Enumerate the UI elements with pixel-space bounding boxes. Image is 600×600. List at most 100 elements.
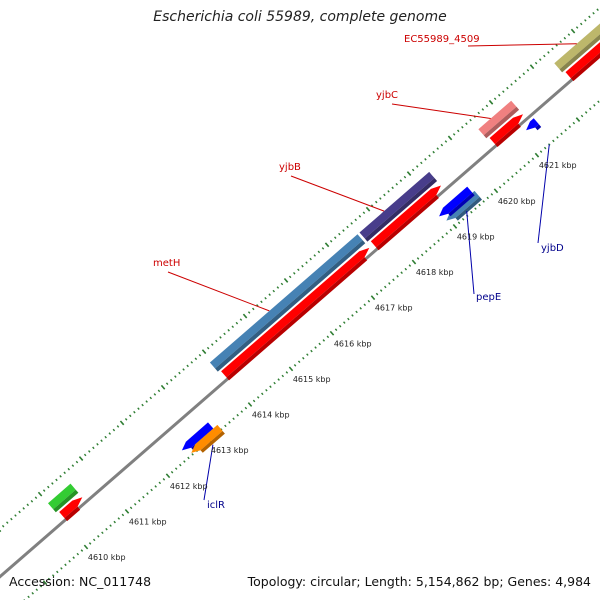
tick-mark — [116, 425, 120, 428]
tick-mark — [236, 413, 239, 417]
genome-summary: Topology: circular; Length: 5,154,862 bp… — [247, 574, 591, 589]
accession-label: Accession: NC_011748 — [9, 574, 152, 589]
cds-track — [59, 42, 600, 522]
cds-arrow — [59, 497, 83, 522]
tick-mark — [101, 531, 104, 535]
tick-mark — [363, 303, 367, 307]
tick-mark — [314, 346, 317, 349]
kbp-label: 4615 kbp — [293, 375, 331, 384]
tick-mark — [354, 218, 358, 222]
tick-mark — [235, 321, 239, 325]
tick-mark — [191, 453, 194, 456]
tick-mark — [560, 132, 563, 136]
tick-mark — [78, 456, 84, 461]
tick-mark — [297, 360, 301, 364]
tick-mark — [276, 286, 280, 289]
tick-mark — [119, 420, 125, 426]
tick-mark — [309, 257, 312, 261]
tick-mark — [306, 353, 309, 356]
tick-mark — [416, 257, 420, 260]
tick-mark — [117, 517, 121, 520]
tick-mark — [92, 446, 95, 450]
rev-gene-face — [439, 186, 473, 217]
tick-mark — [288, 366, 294, 372]
rev-gene-face — [181, 422, 214, 451]
kbp-label: 4621 kbp — [539, 161, 577, 170]
tick-mark — [174, 467, 178, 470]
tick-mark — [232, 417, 235, 421]
tick-mark — [456, 129, 460, 133]
cds-arrow-face — [59, 497, 83, 518]
gene-label-EC55989_4509: EC55989_4509 — [404, 34, 480, 45]
tick-mark — [154, 485, 157, 488]
tick-mark — [555, 44, 558, 47]
gene-label-pepE: pepE — [476, 292, 501, 303]
tick-mark — [425, 250, 428, 253]
tick-mark — [403, 175, 407, 179]
tick-mark — [194, 357, 198, 361]
tick-mark — [227, 329, 230, 332]
tick-mark — [575, 117, 581, 122]
tick-mark — [26, 503, 30, 507]
tick-mark — [408, 264, 412, 267]
kbp-label: 4611 kbp — [129, 517, 167, 526]
tick-mark — [83, 544, 89, 550]
cds-arrow-shadow — [226, 257, 368, 381]
tick-mark — [526, 68, 530, 72]
tick-mark — [1, 524, 5, 528]
tick-mark — [359, 307, 362, 310]
tick-mark — [507, 178, 510, 182]
gene-track — [48, 23, 600, 513]
tick-mark — [256, 396, 260, 399]
tick-mark — [433, 242, 436, 246]
tick-mark — [379, 289, 383, 292]
tick-mark — [59, 475, 62, 478]
tick-mark — [406, 171, 412, 176]
tick-mark — [589, 107, 592, 111]
tick-mark — [310, 349, 313, 353]
rev-gene-shadow — [448, 192, 475, 217]
gene-label-yjbC: yjbC — [376, 90, 398, 101]
tick-mark — [109, 524, 112, 527]
tick-mark — [350, 222, 353, 225]
tick-mark — [452, 224, 458, 229]
tick-mark — [145, 400, 148, 403]
gene-metH-face — [209, 234, 363, 369]
gene-label-yjbD: yjbD — [541, 243, 564, 254]
inner-tick-ring — [23, 100, 600, 600]
tick-mark — [420, 161, 423, 165]
tick-mark — [6, 521, 9, 524]
tick-mark — [334, 328, 338, 332]
leader-line — [537, 144, 550, 244]
tick-mark — [272, 289, 276, 293]
tick-mark — [252, 399, 256, 403]
tick-mark — [367, 299, 371, 303]
tick-mark — [395, 182, 398, 186]
tick-mark — [104, 435, 107, 439]
tick-mark — [283, 278, 289, 283]
cds-arrow — [221, 247, 370, 381]
tick-mark — [75, 460, 79, 464]
tick-mark — [343, 321, 346, 324]
tick-mark — [493, 188, 499, 194]
kbp-label: 4616 kbp — [334, 339, 372, 348]
tick-mark — [165, 473, 171, 479]
kbp-label: 4612 kbp — [170, 482, 208, 491]
gene-yjbB-face — [359, 171, 435, 239]
tick-mark — [63, 471, 66, 475]
tick-mark — [60, 567, 63, 570]
tick-mark — [338, 232, 341, 236]
gene-metH — [209, 234, 366, 372]
tick-mark — [370, 204, 374, 207]
cds-arrow-shadow — [570, 52, 600, 82]
tick-mark — [141, 403, 144, 407]
tick-mark — [313, 254, 317, 257]
tick-mark — [559, 40, 562, 44]
tick-mark — [329, 330, 335, 336]
tick-mark — [596, 8, 599, 11]
tick-mark — [568, 125, 572, 128]
tick-mark — [502, 90, 505, 93]
tick-mark — [56, 570, 59, 574]
tick-mark — [436, 147, 439, 150]
